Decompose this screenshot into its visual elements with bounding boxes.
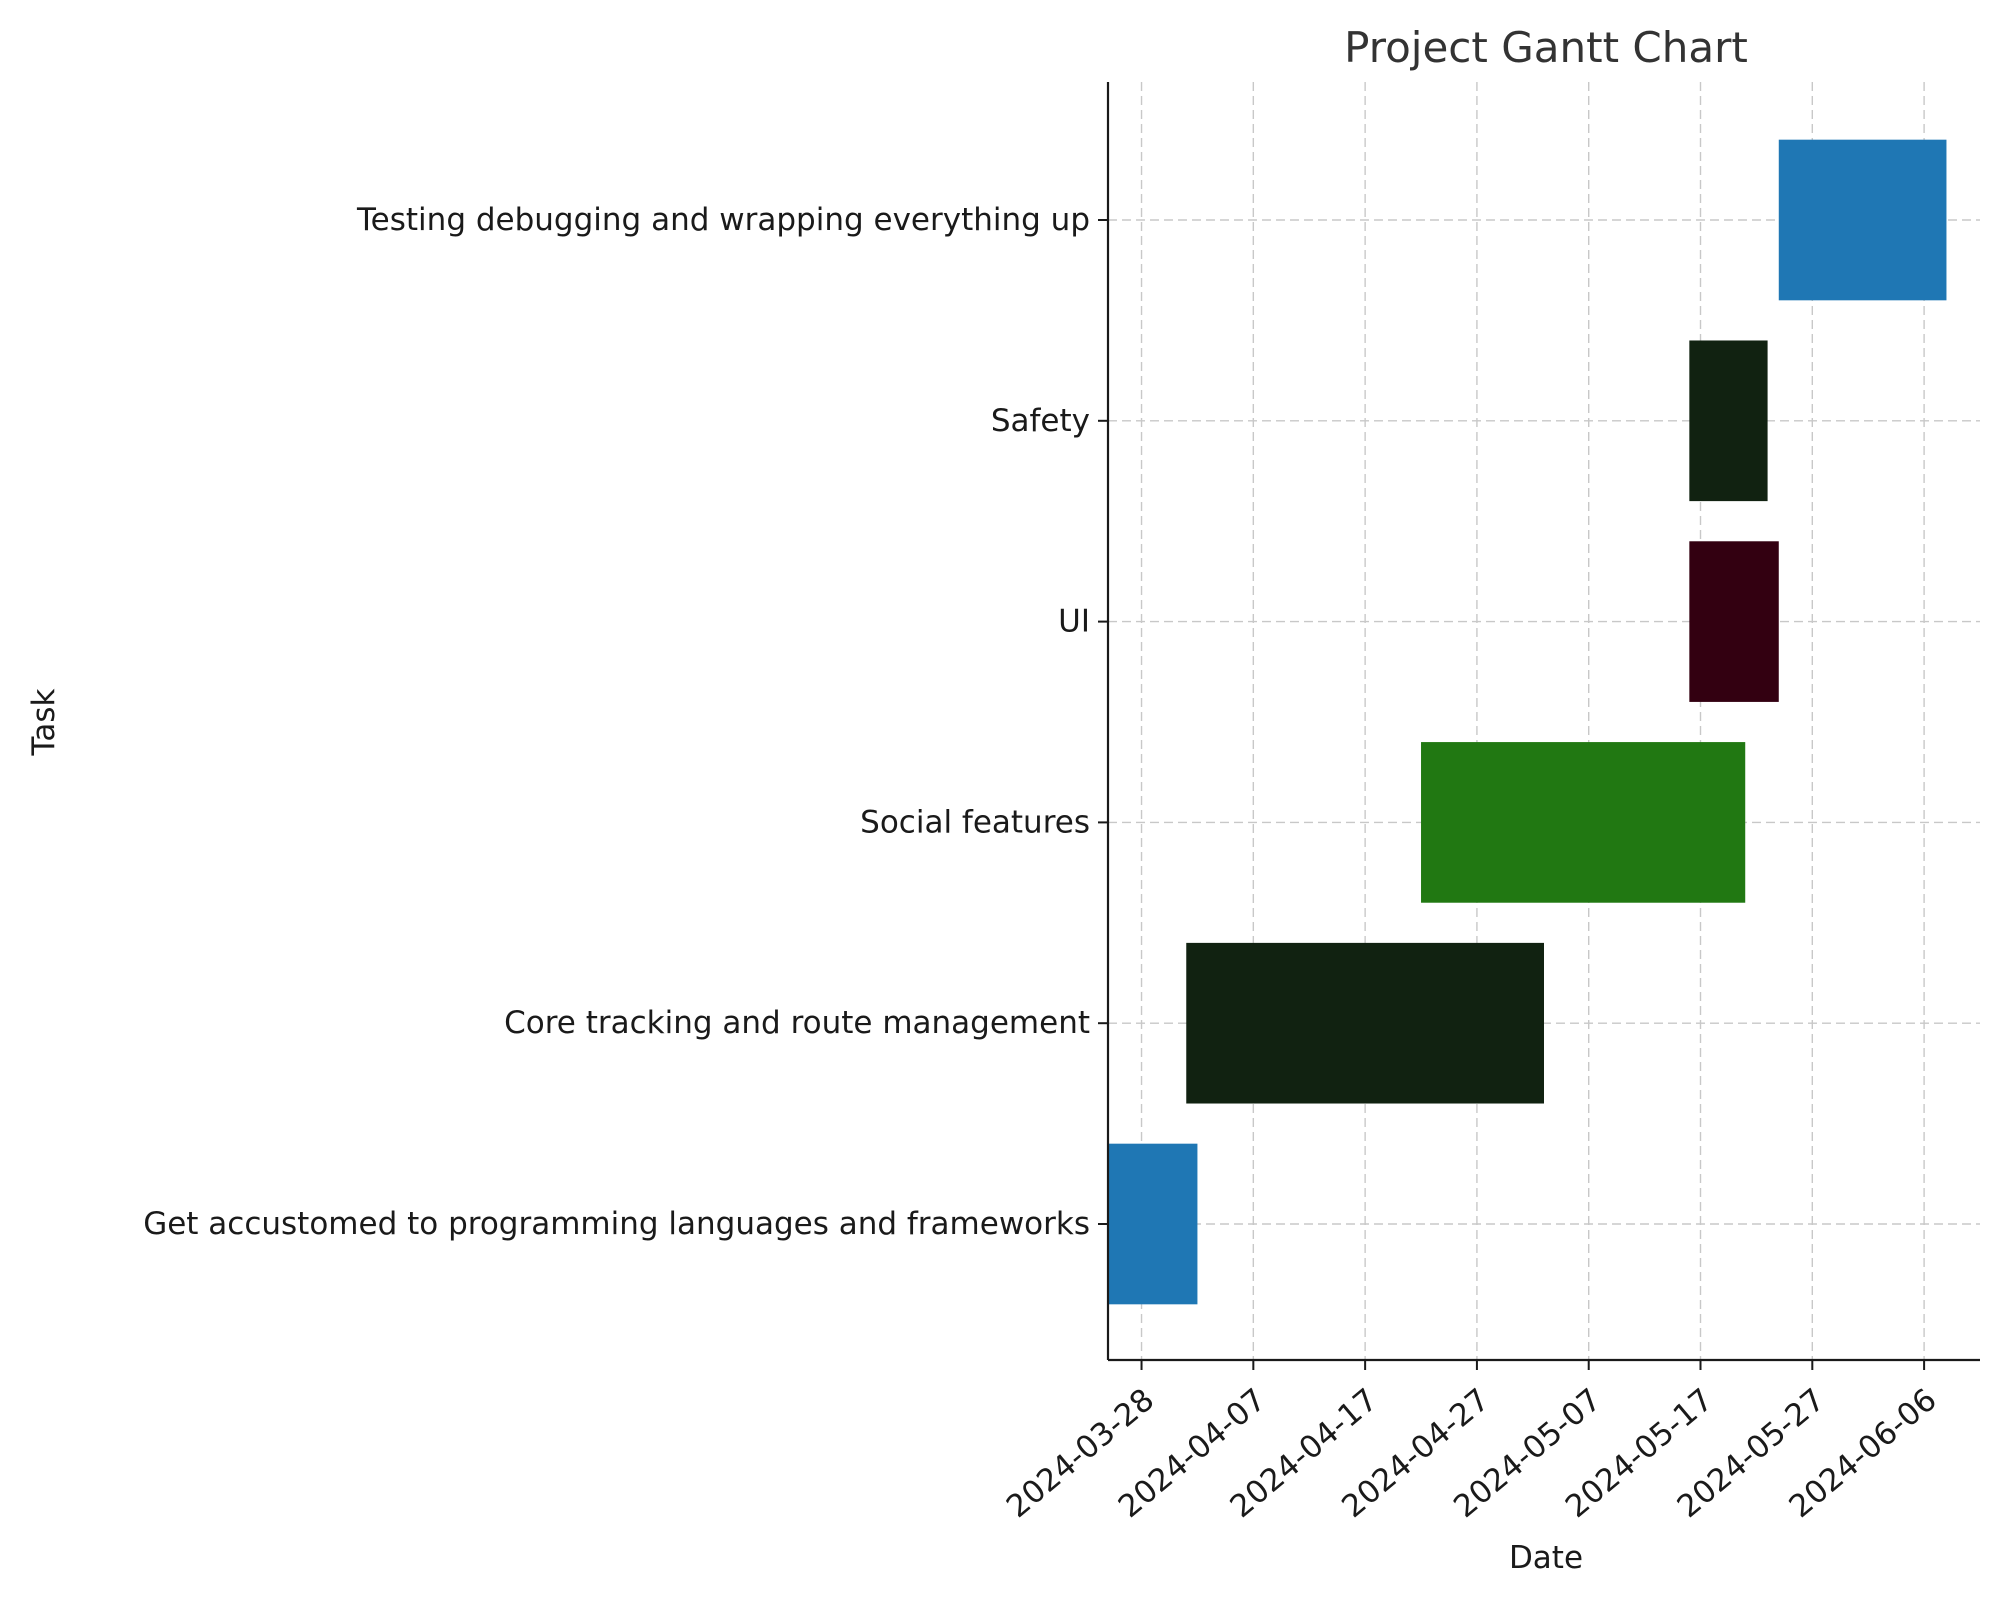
task-bar <box>1421 742 1746 903</box>
task-label: Testing debugging and wrapping everythin… <box>356 202 1090 238</box>
task-label: Social features <box>860 804 1090 840</box>
axes <box>1098 82 1980 1370</box>
task-bar <box>1778 139 1947 301</box>
task-label: Get accustomed to programming languages … <box>143 1206 1090 1242</box>
task-bar <box>1108 1143 1198 1305</box>
task-label: Safety <box>991 403 1090 439</box>
task-bar <box>1689 340 1768 502</box>
task-bar <box>1186 942 1544 1104</box>
x-axis-title: Date <box>1509 1540 1583 1576</box>
task-label: UI <box>1058 604 1090 640</box>
task-bar <box>1689 541 1779 702</box>
y-axis-title: Task <box>26 689 62 757</box>
chart-title: Project Gantt Chart <box>1344 23 1748 72</box>
task-bars <box>1108 139 1947 1305</box>
task-label: Core tracking and route management <box>504 1005 1090 1041</box>
